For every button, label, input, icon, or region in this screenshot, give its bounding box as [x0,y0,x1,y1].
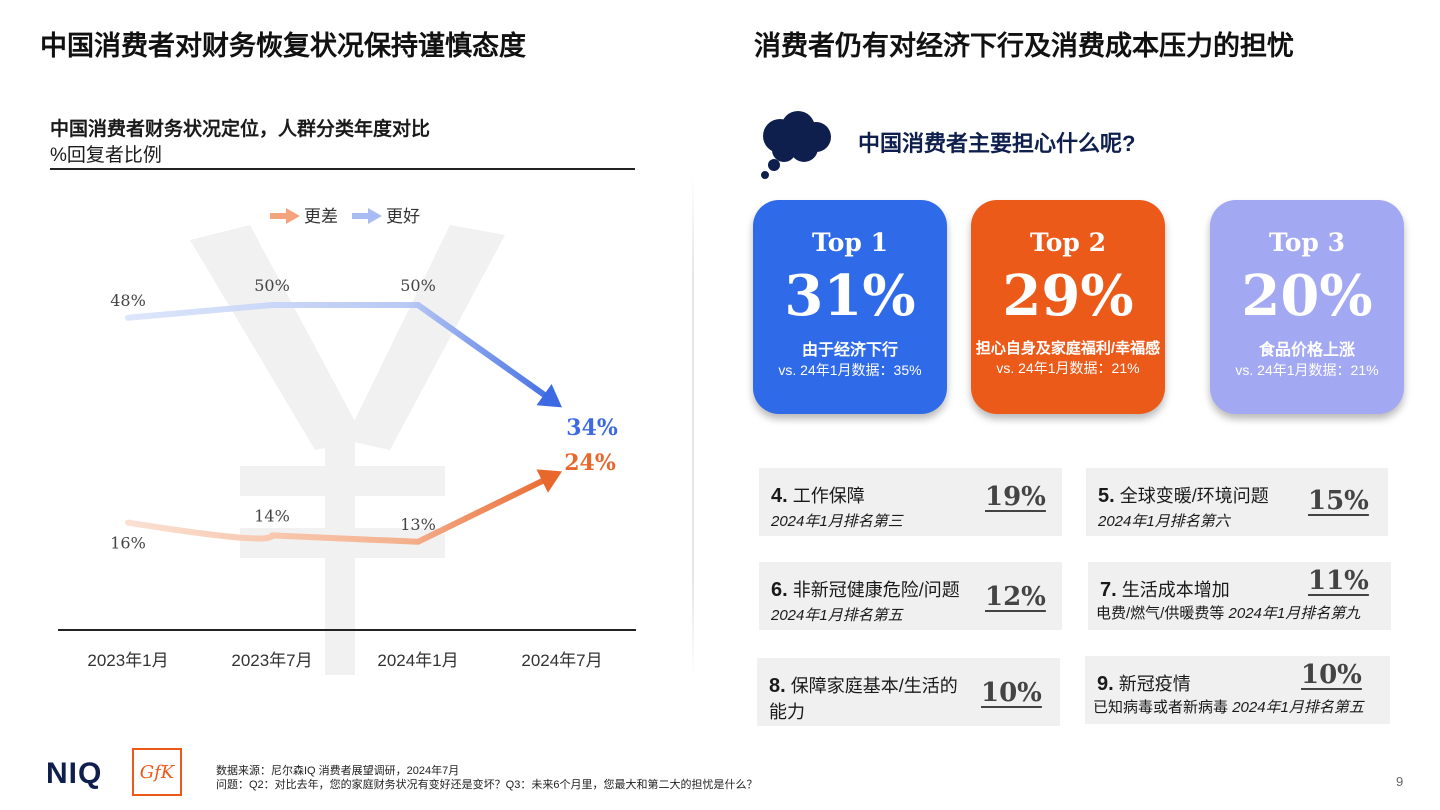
item8-value: 10% [981,678,1042,708]
gfk-logo-text: GfK [139,761,175,783]
right-heading: 消费者仍有对经济下行及消费成本压力的担忧 [754,31,1294,61]
legend-label-worse: 更差 [304,207,338,226]
worry-item-6: 6. 非新冠健康危险/问题 2024年1月排名第五 12% [759,562,1062,630]
thought-cloud-icon [761,111,831,179]
data-label: 48% [110,291,146,310]
chart-title: 中国消费者财务状况定位，人群分类年度对比 [50,119,431,140]
item8-number: 8. [769,675,786,697]
data-label: 16% [110,534,146,553]
chart-subtitle: %回复者比例 [50,145,162,166]
section-divider [692,175,694,680]
series-line-better [125,302,548,398]
top2-vs: vs. 24年1月数据：21% [996,360,1140,376]
series-arrowhead-worse [536,469,562,493]
item7-value: 11% [1308,566,1369,596]
top3-card: Top 3 20% 食品价格上涨 vs. 24年1月数据：21% [1210,200,1404,414]
top2-label: 担心自身及家庭福利/幸福感 [975,340,1161,357]
niq-logo: NIQ [46,757,103,790]
item6-note: 2024年1月排名第五 [771,607,903,624]
item6-number: 6. [771,579,788,601]
footer-source-line: 数据来源：尼尔森IQ 消费者展望调研，2024年7月 [216,765,460,777]
top3-vs: vs. 24年1月数据：21% [1235,362,1379,378]
item9-number: 9. [1097,673,1114,695]
item7-name: 生活成本增加 [1121,580,1230,600]
top1-card: Top 1 31% 由于经济下行 vs. 24年1月数据：35% [753,200,947,414]
item4-note: 2024年1月排名第三 [771,513,903,530]
page-number: 9 [1396,774,1404,789]
item5-value: 15% [1308,486,1369,516]
series-arrowhead-better [536,384,562,408]
line-chart: 更差 更好 16% 14% 13% 24% 48% 50% 50% 34% 2023年1月 20… [58,207,636,675]
item4-value: 19% [985,482,1046,512]
top1-pct: 31% [784,263,916,329]
worry-item-8: 8. 保障家庭基本/生活的 能力 10% [757,658,1060,726]
item7-sub: 电费/燃气/供暖费等 [1096,605,1225,622]
worry-item-9: 9. 新冠疫情 已知病毒或者新病毒 2024年1月排名第五 10% [1085,656,1390,724]
legend-label-better: 更好 [386,207,420,226]
x-tick-label: 2023年7月 [231,651,312,670]
top3-pct: 20% [1241,263,1373,329]
top1-label: 由于经济下行 [801,342,898,359]
legend-worse-arrow-icon [270,208,300,224]
x-tick-label: 2024年7月 [521,651,602,670]
footer-source: 数据来源：尼尔森IQ 消费者展望调研，2024年7月 问题：Q2：对比去年，您的… [216,764,757,792]
item6-value: 12% [985,582,1046,612]
footer-questions-line: 问题：Q2：对比去年，您的家庭财务状况有变好还是变坏？Q3：未来6个月里，您最大… [216,779,758,791]
top3-rank: Top 3 [1269,228,1345,257]
data-label: 13% [400,515,436,534]
top2-card: Top 2 29% 担心自身及家庭福利/幸福感 vs. 24年1月数据：21% [971,200,1165,414]
item8-name-cont: 能力 [769,702,805,722]
worry-item-5: 5. 全球变暖/环境问题 2024年1月排名第六 15% [1086,468,1388,536]
item7-note: 2024年1月排名第九 [1228,605,1361,622]
item4-number: 4. [771,485,788,507]
item5-name: 全球变暖/环境问题 [1119,486,1269,506]
data-label: 50% [400,276,436,295]
series-line-worse [125,478,546,545]
item5-note: 2024年1月排名第六 [1098,513,1230,530]
data-label: 14% [254,506,290,525]
legend-better-arrow-icon [352,208,382,224]
data-label: 24% [564,450,616,476]
gfk-logo: GfK [132,748,182,796]
data-label: 50% [254,276,290,295]
item9-note: 2024年1月排名第五 [1232,699,1364,716]
worry-item-7: 7. 生活成本增加 电费/燃气/供暖费等 2024年1月排名第九 11% [1088,562,1391,630]
item6-name: 非新冠健康危险/问题 [792,580,960,600]
top2-pct: 29% [1002,263,1134,329]
item9-name: 新冠疫情 [1118,674,1191,694]
data-label: 34% [566,415,618,441]
worry-item-4: 4. 工作保障 2024年1月排名第三 19% [759,468,1062,536]
left-heading: 中国消费者对财务恢复状况保持谨慎态度 [40,31,526,61]
top3-label: 食品价格上涨 [1258,342,1355,359]
worry-question: 中国消费者主要担心什么呢? [858,131,1136,156]
x-tick-label: 2024年1月 [377,651,458,670]
top2-rank: Top 2 [1030,228,1106,257]
item9-sub: 已知病毒或者新病毒 [1093,699,1229,716]
item9-value: 10% [1301,660,1362,690]
item4-name: 工作保障 [792,486,865,506]
item8-name: 保障家庭基本/生活的 [790,676,958,696]
yen-watermark-icon [190,225,505,675]
top1-rank: Top 1 [812,228,888,257]
chart-legend: 更差 更好 [270,207,420,226]
chart-title-rule [50,168,635,170]
x-tick-label: 2023年1月 [87,651,168,670]
top1-vs: vs. 24年1月数据：35% [778,362,922,378]
item5-number: 5. [1098,485,1115,507]
item7-number: 7. [1100,579,1117,601]
